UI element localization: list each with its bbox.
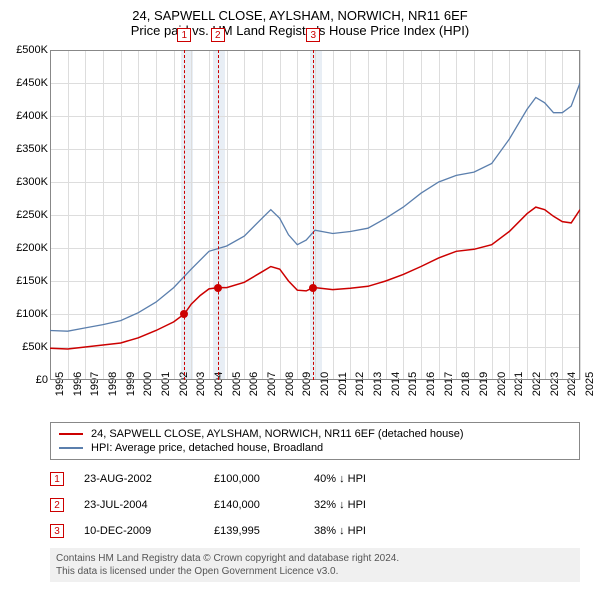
marker-number-box: 3 [306, 28, 320, 42]
transaction-price: £140,000 [214, 499, 294, 511]
legend-label: 24, SAPWELL CLOSE, AYLSHAM, NORWICH, NR1… [91, 428, 464, 440]
transaction-price: £100,000 [214, 473, 294, 485]
legend: 24, SAPWELL CLOSE, AYLSHAM, NORWICH, NR1… [50, 422, 580, 460]
transaction-row: 2 23-JUL-2004 £140,000 32% ↓ HPI [50, 492, 580, 518]
marker-vline [218, 50, 219, 380]
transaction-pct: 40% ↓ HPI [314, 473, 414, 485]
chart-subtitle: Price paid vs. HM Land Registry's House … [0, 23, 600, 42]
marker-dot-icon [309, 284, 317, 292]
marker-box-icon: 2 [50, 498, 64, 512]
transaction-date: 23-AUG-2002 [84, 473, 194, 485]
y-tick-label: £200K [0, 242, 48, 254]
transaction-date: 23-JUL-2004 [84, 499, 194, 511]
y-tick-label: £50K [0, 341, 48, 353]
x-tick-label: 2025 [584, 372, 596, 396]
y-tick-label: £300K [0, 176, 48, 188]
marker-vline [313, 50, 314, 380]
chart-container: { "title": "24, SAPWELL CLOSE, AYLSHAM, … [0, 0, 600, 590]
y-tick-label: £0 [0, 374, 48, 386]
marker-vline [184, 50, 185, 380]
marker-number-box: 2 [211, 28, 225, 42]
y-tick-label: £350K [0, 143, 48, 155]
y-tick-label: £400K [0, 110, 48, 122]
x-gridline [580, 50, 581, 380]
y-tick-label: £450K [0, 77, 48, 89]
legend-swatch [59, 433, 83, 435]
y-tick-label: £150K [0, 275, 48, 287]
transaction-date: 10-DEC-2009 [84, 525, 194, 537]
legend-swatch [59, 447, 83, 449]
y-tick-label: £100K [0, 308, 48, 320]
footnote-line: This data is licensed under the Open Gov… [56, 565, 574, 578]
series-line-hpi [50, 83, 580, 331]
marker-dot-icon [214, 284, 222, 292]
transaction-row: 1 23-AUG-2002 £100,000 40% ↓ HPI [50, 466, 580, 492]
marker-number-box: 1 [177, 28, 191, 42]
marker-dot-icon [180, 310, 188, 318]
chart-title: 24, SAPWELL CLOSE, AYLSHAM, NORWICH, NR1… [0, 0, 600, 23]
y-tick-label: £250K [0, 209, 48, 221]
transaction-price: £139,995 [214, 525, 294, 537]
marker-box-icon: 1 [50, 472, 64, 486]
footnote-line: Contains HM Land Registry data © Crown c… [56, 552, 574, 565]
legend-item-property: 24, SAPWELL CLOSE, AYLSHAM, NORWICH, NR1… [59, 427, 571, 441]
line-series-svg [50, 50, 580, 380]
transaction-list: 1 23-AUG-2002 £100,000 40% ↓ HPI 2 23-JU… [50, 466, 580, 544]
marker-box-icon: 3 [50, 524, 64, 538]
legend-label: HPI: Average price, detached house, Broa… [91, 442, 323, 454]
y-tick-label: £500K [0, 44, 48, 56]
series-line-property [50, 207, 580, 349]
transaction-pct: 38% ↓ HPI [314, 525, 414, 537]
transaction-pct: 32% ↓ HPI [314, 499, 414, 511]
transaction-row: 3 10-DEC-2009 £139,995 38% ↓ HPI [50, 518, 580, 544]
legend-item-hpi: HPI: Average price, detached house, Broa… [59, 441, 571, 455]
footnote: Contains HM Land Registry data © Crown c… [50, 548, 580, 582]
